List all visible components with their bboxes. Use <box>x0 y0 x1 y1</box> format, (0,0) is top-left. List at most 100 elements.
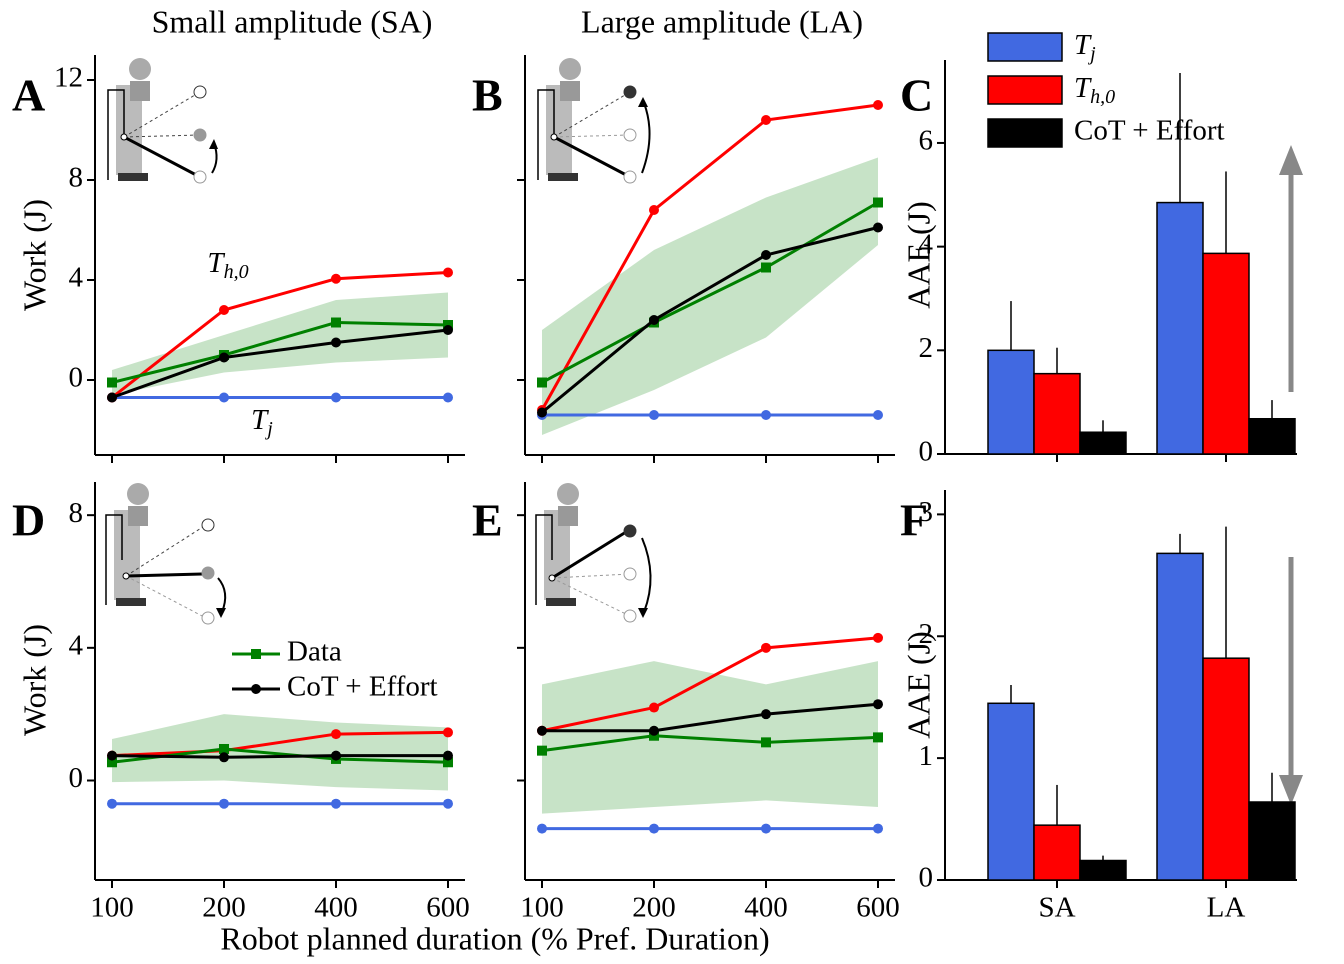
marker <box>331 750 341 761</box>
marker <box>219 752 229 763</box>
band <box>112 292 448 395</box>
marker <box>331 729 341 740</box>
legend-swatch <box>987 32 1063 62</box>
panel-letter: B <box>472 70 503 121</box>
series-line <box>541 201 879 384</box>
y-tick-label: 8 <box>69 497 84 529</box>
marker <box>331 273 341 284</box>
inset-e <box>535 482 652 623</box>
marker <box>761 410 771 420</box>
y-tick-label: 2 <box>919 618 934 650</box>
bar <box>1156 201 1204 455</box>
series-label: Tj <box>251 404 273 440</box>
marker <box>873 632 883 643</box>
y-tick-label: 12 <box>54 62 83 94</box>
y-tick-label: 4 <box>69 629 84 661</box>
y-tick-label: 0 <box>919 436 934 468</box>
marker <box>873 197 883 208</box>
y-tick-label: 2 <box>919 332 934 364</box>
marker <box>219 392 229 403</box>
y-axis-label: Work (J) <box>16 624 52 736</box>
marker <box>443 267 453 278</box>
marker <box>331 317 341 328</box>
marker <box>331 798 341 809</box>
x-tick-label: 200 <box>632 892 676 924</box>
marker <box>219 743 229 754</box>
legend-swatch <box>987 118 1063 148</box>
marker <box>107 798 117 809</box>
marker <box>761 115 771 125</box>
marker <box>443 325 453 335</box>
x-axis-label: Robot planned duration (% Pref. Duration… <box>220 920 769 956</box>
marker <box>761 709 771 720</box>
marker <box>649 410 659 420</box>
marker <box>107 377 117 388</box>
y-tick-label: 8 <box>69 162 84 194</box>
x-tick-label: LA <box>1207 892 1246 924</box>
marker <box>649 725 659 736</box>
marker <box>537 823 547 834</box>
marker <box>649 823 659 834</box>
marker <box>761 642 771 653</box>
marker <box>761 250 771 260</box>
bar <box>1202 657 1250 881</box>
marker <box>649 702 659 713</box>
marker <box>649 205 659 215</box>
marker <box>443 392 453 403</box>
inset-a <box>107 57 218 184</box>
marker <box>873 410 883 420</box>
marker <box>761 737 771 748</box>
arrow-down <box>1279 557 1303 805</box>
marker <box>649 315 659 325</box>
marker <box>443 750 453 761</box>
marker <box>873 100 883 110</box>
x-tick-label: 100 <box>90 892 134 924</box>
marker <box>107 392 117 403</box>
marker <box>537 407 547 418</box>
bar <box>1202 252 1250 455</box>
series-label: Th,0 <box>207 247 248 283</box>
panel-letter: A <box>12 70 45 121</box>
y-axis-label: AAE (J) <box>900 631 936 739</box>
series-line <box>542 702 879 733</box>
y-tick-label: 3 <box>919 496 934 528</box>
marker <box>107 750 117 761</box>
series-line <box>111 320 449 384</box>
marker <box>873 732 883 743</box>
legend-label: CoT + Effort <box>1074 115 1225 147</box>
bar <box>1248 801 1296 881</box>
bar <box>1079 859 1127 881</box>
x-tick-label: 600 <box>856 892 900 924</box>
marker <box>537 377 547 388</box>
panel-letter: F <box>900 495 928 546</box>
marker <box>873 222 883 233</box>
marker <box>219 305 229 315</box>
panel-letter: C <box>900 70 933 121</box>
y-tick-label: 0 <box>919 862 934 894</box>
panel-letter: D <box>12 495 45 546</box>
series-line <box>541 734 879 753</box>
x-tick-label: 200 <box>202 892 246 924</box>
inset-d <box>105 482 227 625</box>
bar <box>1156 552 1204 881</box>
marker <box>443 757 453 768</box>
inset-b <box>537 57 651 184</box>
series-line <box>111 328 449 399</box>
marker <box>331 337 341 348</box>
x-tick-label: 600 <box>426 892 470 924</box>
column-title: Small amplitude (SA) <box>152 3 433 39</box>
marker <box>443 727 453 738</box>
legend-swatch <box>987 75 1063 105</box>
legend-marker <box>251 684 261 694</box>
marker <box>761 262 771 273</box>
y-axis-label: Work (J) <box>16 199 52 311</box>
series-line <box>541 226 879 414</box>
series-line <box>540 103 879 411</box>
x-tick-label: 400 <box>314 892 358 924</box>
legend-label: Data <box>287 636 342 668</box>
y-tick-label: 0 <box>69 362 84 394</box>
legend-label: Tj <box>1074 29 1096 65</box>
y-tick-label: 4 <box>919 228 934 260</box>
panel-letter: E <box>472 495 503 546</box>
